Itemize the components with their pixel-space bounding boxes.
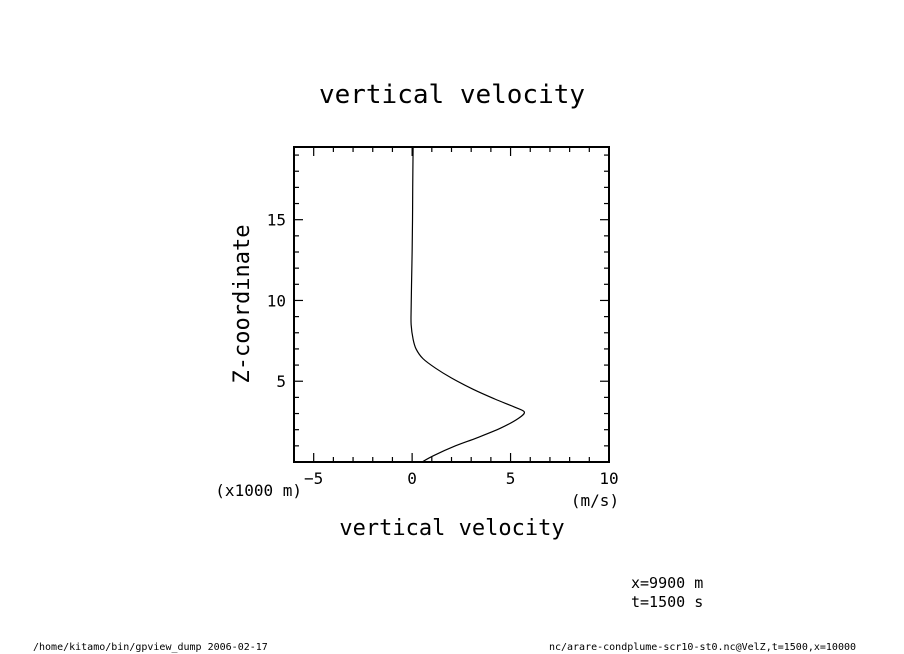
x-tick-label: −5 <box>304 469 323 488</box>
chart-title: vertical velocity <box>319 80 585 110</box>
x-position-text: x=9900 m <box>631 574 703 592</box>
footer-left-text: /home/kitamo/bin/gpview_dump 2006-02-17 <box>33 642 268 653</box>
velocity-profile-line <box>410 146 526 463</box>
tick-labels: −5 0 5 10 5 10 15 <box>267 211 619 488</box>
x-tick-label: 0 <box>407 469 417 488</box>
y-tick-label: 15 <box>267 211 286 230</box>
y-tick-label: 10 <box>267 291 286 310</box>
plot-frame <box>293 146 610 463</box>
x-axis-label: vertical velocity <box>339 516 564 541</box>
time-text: t=1500 s <box>631 593 703 611</box>
x-units-label: (m/s) <box>571 491 619 510</box>
y-axis-label: Z-coordinate <box>230 225 255 384</box>
footer-right-text: nc/arare-condplume-scr10-st0.nc@VelZ,t=1… <box>549 642 856 653</box>
y-tick-label: 5 <box>276 372 286 391</box>
y-units-label: (x1000 m) <box>215 481 302 500</box>
x-tick-label: 10 <box>599 469 618 488</box>
x-tick-label: 5 <box>506 469 516 488</box>
axis-ticks <box>293 147 610 463</box>
